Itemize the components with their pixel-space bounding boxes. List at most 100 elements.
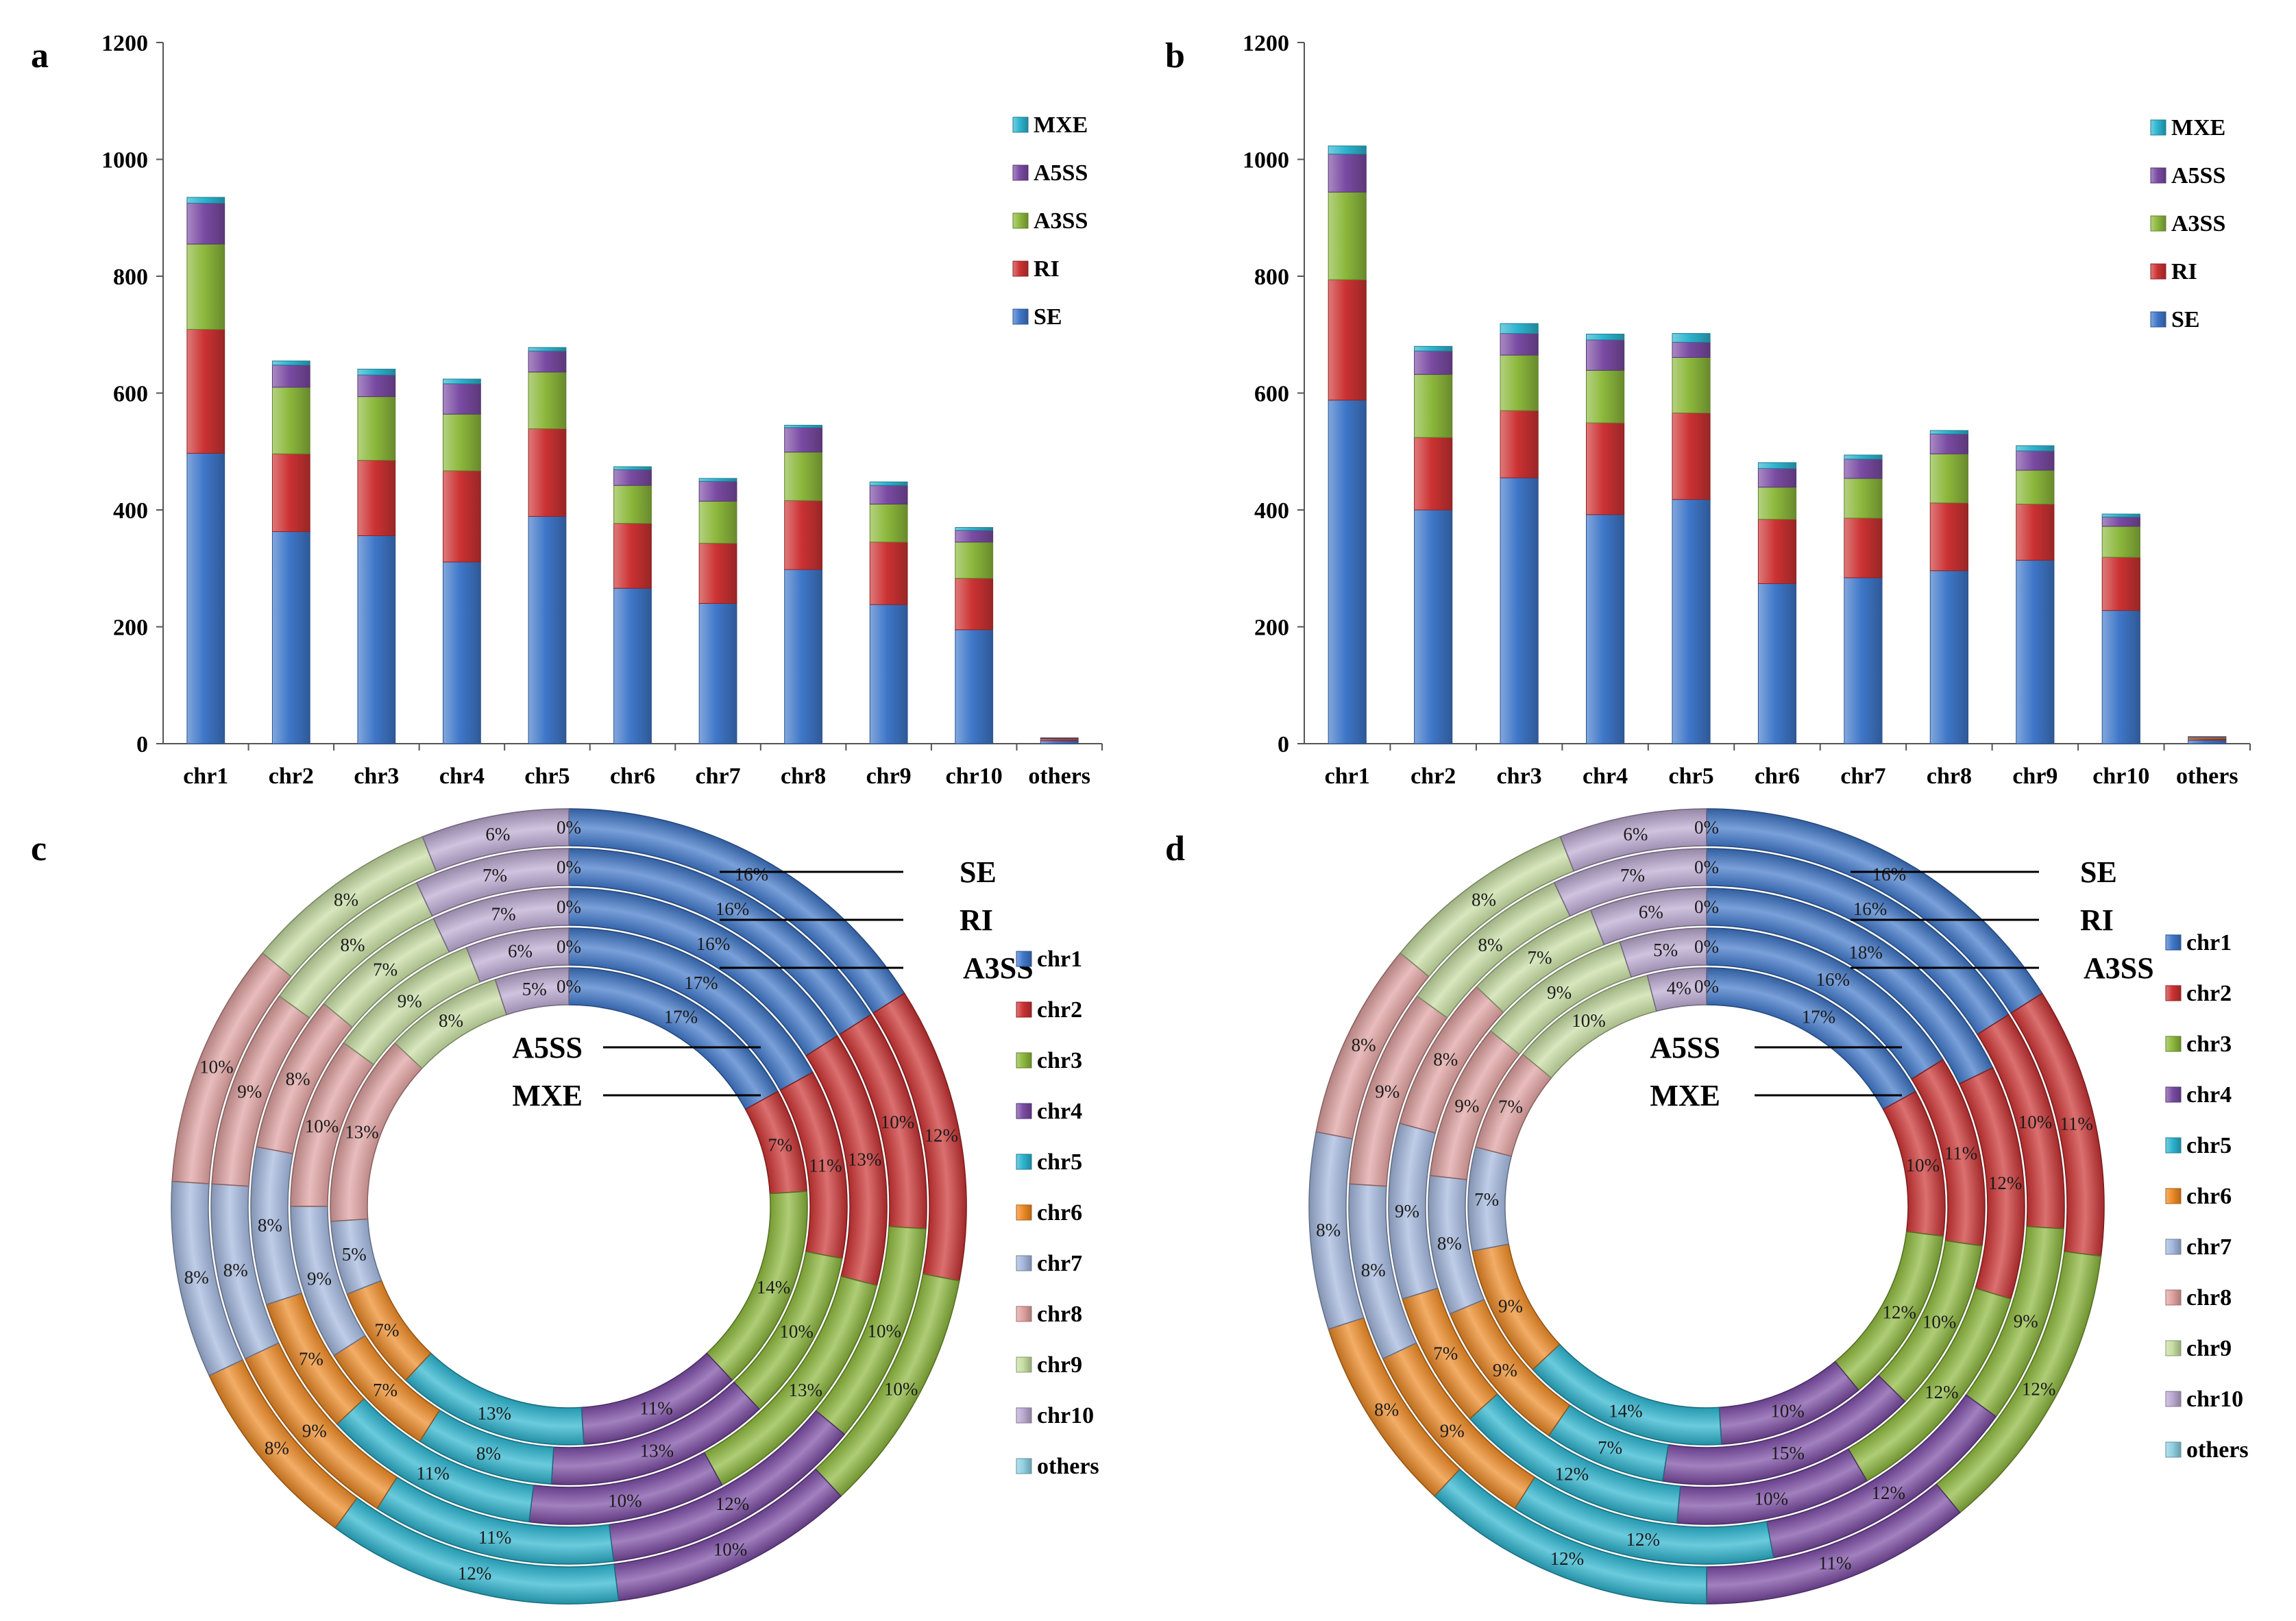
y-tick-label: 1200 — [101, 31, 148, 56]
bar-RI-chr3 — [357, 460, 396, 537]
bar-MXE-chr8 — [1929, 430, 1969, 435]
bar-A5SS-chr4 — [443, 383, 481, 415]
legend-swatch-A5SS — [2150, 167, 2166, 184]
legend-label-chr4: chr4 — [2186, 1082, 2232, 1108]
bar-A5SS-chr7 — [1844, 459, 1883, 479]
legend-swatch-chr5 — [2165, 1137, 2182, 1154]
ring-label-MXE: MXE — [1650, 1079, 1720, 1112]
legend-label-chr6: chr6 — [2186, 1184, 2232, 1209]
bar-MXE-chr5 — [528, 347, 567, 352]
bar-A3SS-chr10 — [2101, 526, 2140, 558]
x-tick-label: chr1 — [1325, 764, 1370, 789]
legend-swatch-chr8 — [2165, 1289, 2182, 1306]
x-tick-label: chr1 — [183, 764, 228, 789]
pct-label-A5SS-chr5: 7% — [1598, 1437, 1622, 1458]
x-tick-label: chr8 — [781, 764, 826, 789]
bar-RI-chr4 — [443, 470, 481, 563]
bar-SE-chr10 — [2101, 610, 2140, 744]
pct-label-A5SS-chr2: 11% — [1944, 1143, 1978, 1163]
pct-label-MXE-chr8: 13% — [345, 1121, 379, 1142]
legend-label-chr8: chr8 — [1037, 1302, 1082, 1327]
pct-label-MXE-chr5: 14% — [1609, 1400, 1643, 1421]
pct-label-MXE-chr6: 9% — [1498, 1296, 1523, 1317]
bar-A3SS-chr4 — [1585, 369, 1625, 424]
bar-RI-chr2 — [271, 453, 310, 533]
pct-label-A3SS-chr9: 7% — [1528, 947, 1552, 968]
pct-label-A3SS-chr2: 12% — [1988, 1173, 2023, 1193]
pct-label-MXE-chr1: 17% — [1802, 1007, 1836, 1027]
pct-label-RI-chr8: 9% — [1375, 1081, 1400, 1101]
bar-RI-chr3 — [1500, 410, 1539, 478]
bar-MXE-chr10 — [955, 527, 994, 531]
bar-A3SS-chr5 — [1672, 356, 1711, 413]
legend-swatch-A3SS — [1012, 212, 1029, 229]
legend-label-chr3: chr3 — [2186, 1032, 2232, 1057]
pct-label-RI-chr10: 7% — [1620, 865, 1645, 886]
bar-MXE-chr6 — [1757, 462, 1797, 469]
legend-swatch-chr4 — [2165, 1086, 2182, 1103]
pct-label-A3SS-chr5: 12% — [1555, 1463, 1589, 1484]
bar-SE-chr3 — [357, 535, 396, 744]
pct-label-SE-chr7: 8% — [184, 1267, 209, 1288]
bar-MXE-chr7 — [698, 478, 737, 482]
pct-label-MXE-chr3: 14% — [757, 1277, 791, 1297]
legend-label-chr1: chr1 — [2186, 930, 2232, 955]
legend-swatch-chr1 — [2165, 934, 2182, 951]
legend-swatch-A5SS — [1012, 164, 1029, 181]
ring-SE-chr10 — [422, 808, 570, 872]
ring-label-A5SS: A5SS — [1650, 1031, 1720, 1064]
bar-MXE-chr1 — [1328, 145, 1367, 155]
legend-label-chr10: chr10 — [2186, 1387, 2243, 1412]
bar-RI-chr5 — [1672, 412, 1711, 500]
bar-A3SS-chr2 — [1414, 374, 1453, 438]
bar-A5SS-chr2 — [1414, 350, 1453, 375]
pct-label-MXE-chr9: 10% — [1572, 1010, 1606, 1031]
pct-label-RI-chr5: 11% — [478, 1527, 512, 1548]
pct-label-A5SS-others: 0% — [1694, 936, 1719, 957]
bar-chart-b: 0 200 400 600 800 1000 1200 chr1 chr2 chr3 chr4 chr… — [1165, 31, 2251, 789]
legend-swatch-chr4 — [1016, 1103, 1032, 1119]
legend-label-chr7: chr7 — [1037, 1251, 1082, 1276]
y-tick-label: 800 — [1254, 265, 1289, 290]
donut-chart-d: 16%11%12%11%12%8%8%8%8%6% 0%16%10%9%12%12… — [1165, 808, 2249, 1605]
bar-A3SS-chr7 — [698, 500, 737, 544]
pct-label-MXE-chr5: 13% — [478, 1403, 512, 1424]
bar-A3SS-chr5 — [528, 371, 567, 430]
pct-label-A3SS-chr6: 7% — [1433, 1343, 1458, 1364]
legend-swatch-MXE — [2150, 119, 2166, 136]
pct-label-RI-others: 0% — [1694, 857, 1719, 877]
ring-RI-chr10 — [415, 848, 570, 917]
pct-label-SE-chr6: 8% — [265, 1437, 289, 1458]
bar-SE-chr9 — [869, 604, 908, 744]
bar-A3SS-chr7 — [1844, 478, 1883, 519]
bar-SE-chr7 — [1844, 577, 1883, 744]
pct-label-RI-chr8: 9% — [237, 1081, 262, 1101]
bar-RI-chr1 — [186, 329, 225, 454]
pct-label-A5SS-chr8: 10% — [305, 1116, 339, 1136]
bar-RI-chr9 — [2016, 503, 2055, 561]
pct-label-SE-chr10: 6% — [485, 824, 510, 844]
legend-label-others: others — [1037, 1454, 1099, 1479]
pct-label-A5SS-chr4: 13% — [640, 1441, 674, 1461]
pct-label-MXE-others: 0% — [557, 976, 581, 997]
pct-label-MXE-chr8: 7% — [1498, 1096, 1523, 1117]
bar-SE-chr4 — [1585, 514, 1625, 744]
bar-A5SS-chr1 — [1328, 154, 1367, 193]
ring-A5SS-chr10 — [465, 927, 570, 983]
legend-label-MXE: MXE — [1034, 112, 1088, 138]
pct-label-A5SS-chr5: 8% — [476, 1443, 501, 1463]
bar-MXE-chr5 — [1672, 333, 1711, 343]
pct-label-A5SS-chr9: 9% — [398, 991, 422, 1012]
bar-MXE-chr4 — [1585, 333, 1625, 341]
legend-swatch-chr10 — [1016, 1407, 1032, 1424]
ring-A3SS-chr10 — [432, 888, 570, 953]
pct-label-A5SS-chr7: 8% — [1437, 1233, 1462, 1254]
panel-label: a — [31, 36, 49, 75]
bar-SE-chr6 — [1757, 583, 1797, 744]
bar-SE-chr6 — [613, 587, 652, 744]
pct-label-A5SS-chr6: 7% — [373, 1380, 398, 1400]
bar-SE-others — [1040, 740, 1079, 744]
pct-label-SE-chr8: 10% — [199, 1056, 234, 1077]
bar-MXE-chr3 — [357, 369, 396, 376]
legend-swatch-chr6 — [2165, 1188, 2182, 1204]
